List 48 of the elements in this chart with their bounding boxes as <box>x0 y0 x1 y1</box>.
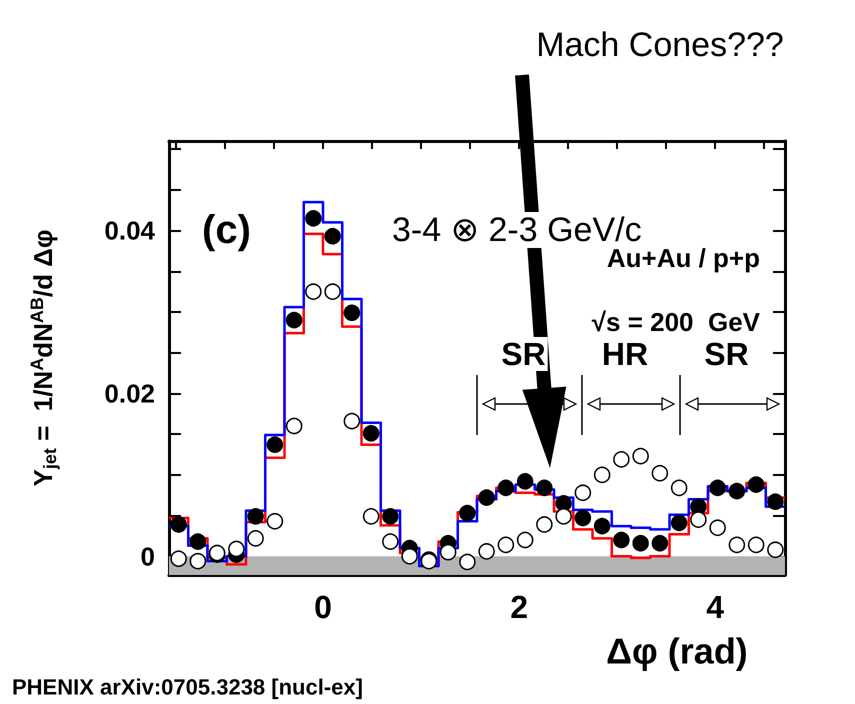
point <box>228 540 245 558</box>
x-axis-title: Δφ (rad) <box>606 630 748 672</box>
point <box>362 425 380 442</box>
point <box>690 498 707 515</box>
point <box>748 476 764 493</box>
x-tick-label: 2 <box>510 589 528 625</box>
point <box>190 533 206 550</box>
point <box>247 508 264 525</box>
y-tick-label: 0.04 <box>104 216 156 246</box>
point <box>170 550 187 567</box>
y-tick-label: 0.02 <box>104 378 155 408</box>
point <box>305 210 322 227</box>
x-tick-label: 0 <box>314 589 332 625</box>
point <box>459 504 476 522</box>
point <box>536 480 553 496</box>
point <box>266 436 284 453</box>
point <box>286 312 302 328</box>
annotation: HR <box>602 336 648 372</box>
point <box>344 304 360 322</box>
point <box>652 534 668 552</box>
x-tick-label: 4 <box>706 589 724 625</box>
y-axis-title: Yjet = 1/NAdNAB/d Δφ <box>27 230 60 486</box>
annotation: 3-4 ⊗ 2-3 GeV/c <box>392 211 642 249</box>
text: PHENIX arXiv:0705.3238 [nucl-ex] <box>12 674 363 700</box>
annotation: √s = 200 GeV <box>592 307 761 337</box>
point <box>670 514 688 532</box>
point <box>190 552 206 570</box>
point <box>498 480 514 496</box>
point <box>324 228 341 245</box>
point <box>574 510 592 526</box>
point <box>478 489 495 506</box>
annotation: (c) <box>202 208 251 252</box>
point <box>401 548 418 565</box>
annotation: SR <box>704 336 749 372</box>
text: Mach Cones??? <box>536 26 784 64</box>
point <box>459 554 476 570</box>
point <box>170 516 187 533</box>
point <box>613 532 630 548</box>
point <box>594 518 610 534</box>
point <box>382 508 399 525</box>
point <box>632 534 649 552</box>
point <box>728 482 746 500</box>
point <box>709 480 726 496</box>
point <box>767 493 784 510</box>
point <box>516 473 534 490</box>
y-tick-label: 0 <box>140 541 155 572</box>
point <box>440 544 456 560</box>
annotation: SR <box>501 336 546 372</box>
